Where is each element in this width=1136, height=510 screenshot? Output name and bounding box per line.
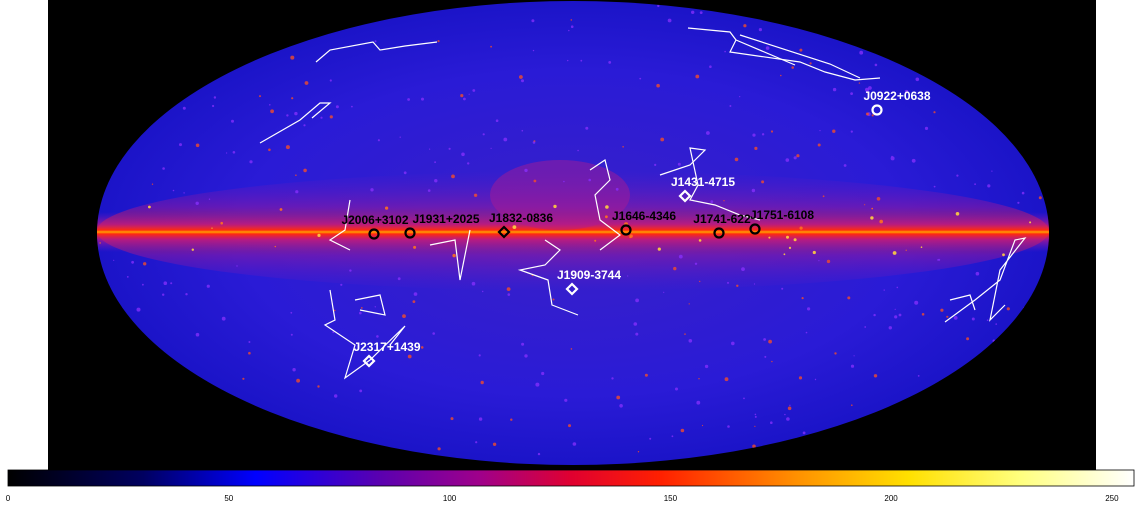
source-marker-j1832-0836 (497, 225, 511, 239)
colorbar-ticks: 0 50 100 150 200 250 (6, 494, 1119, 503)
source-label-j1646-4346: J1646-4346 (612, 209, 676, 223)
source-label-j2317+1439: J2317+1439 (353, 340, 420, 354)
colorbar-tick-label: 100 (443, 494, 457, 503)
source-marker-j1741-622 (713, 227, 725, 239)
source-label-j1741-622: J1741-622 (693, 212, 751, 226)
source-marker-j0922+0638 (871, 104, 883, 116)
colorbar-tick-label: 50 (224, 494, 233, 503)
source-label-j1909-3744: J1909-3744 (557, 268, 621, 282)
source-label-j1832-0836: J1832-0836 (489, 211, 553, 225)
source-label-j0922+0638: J0922+0638 (863, 89, 930, 103)
source-marker-j1909-3744 (565, 282, 579, 296)
colorbar-gradient (7, 469, 1135, 487)
colorbar-tick-label: 200 (884, 494, 898, 503)
source-marker-j2317+1439 (362, 354, 376, 368)
source-label-j1931+2025: J1931+2025 (412, 212, 479, 226)
source-marker-j1431-4715 (678, 189, 692, 203)
source-label-j1751-6108: J1751-6108 (750, 208, 814, 222)
galactic-plane-band (97, 212, 1049, 252)
source-marker-j1646-4346 (620, 224, 632, 236)
source-marker-j1931+2025 (404, 227, 416, 239)
constellation-lines (259, 27, 1027, 380)
source-marker-j1751-6108 (749, 223, 761, 235)
source-marker-j2006+3102 (368, 228, 380, 240)
central-bulge-glow (490, 160, 630, 230)
colorbar-tick-label: 150 (664, 494, 678, 503)
colorbar-tick-label: 0 (6, 494, 11, 503)
colorbar-tick-label: 250 (1105, 494, 1119, 503)
source-label-j1431-4715: J1431-4715 (671, 175, 735, 189)
colorbar: 0 50 100 150 200 250 (6, 469, 1135, 503)
source-label-j2006+3102: J2006+3102 (341, 213, 408, 227)
source-markers (362, 104, 883, 368)
